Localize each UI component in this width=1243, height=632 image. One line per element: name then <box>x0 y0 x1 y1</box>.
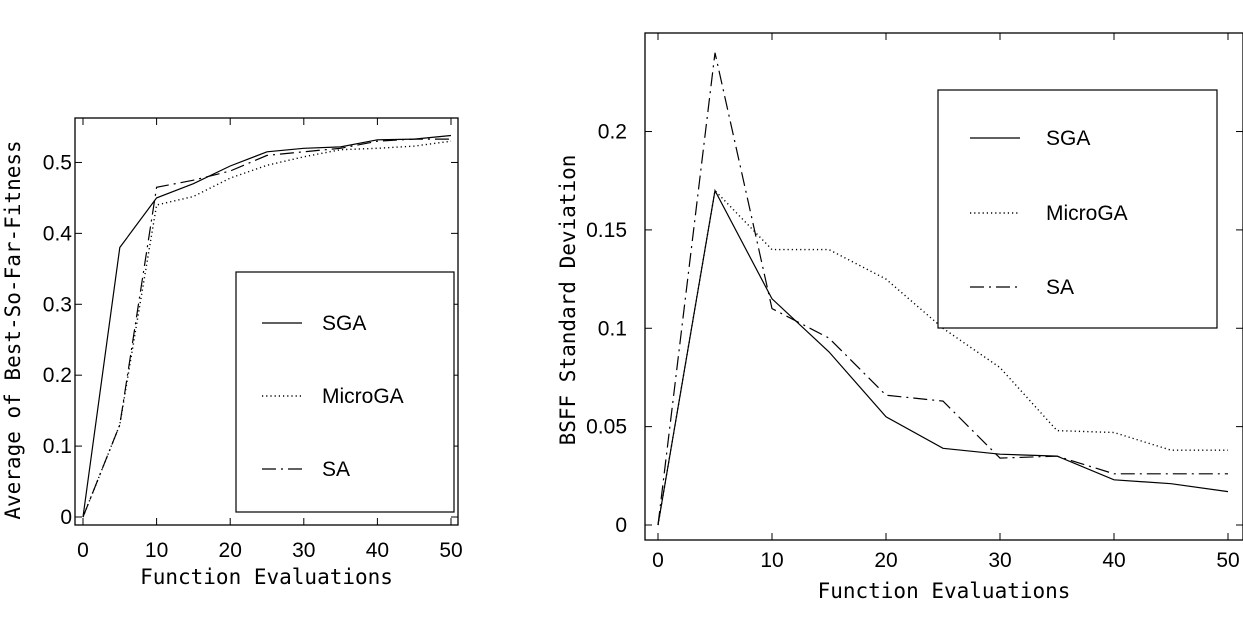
x-tick-label: 40 <box>366 539 389 562</box>
series-line-sa <box>657 52 1228 526</box>
y-tick-label: 0.3 <box>43 293 72 316</box>
legend-label-sa: SA <box>1046 276 1074 299</box>
x-tick-label: 20 <box>874 549 897 572</box>
legend-label-microga: MicroGA <box>1046 202 1128 225</box>
y-tick-label: 0.4 <box>43 222 73 245</box>
legend-box <box>235 271 455 513</box>
y-tick-label: 0 <box>615 514 627 537</box>
legend-label-microga: MicroGA <box>322 385 404 408</box>
legend-label-sga: SGA <box>322 312 366 335</box>
x-tick-label: 10 <box>760 549 783 572</box>
x-tick-label: 30 <box>292 539 315 562</box>
x-tick-label: 0 <box>77 539 89 562</box>
y-tick-label: 0.2 <box>43 364 72 387</box>
x-tick-label: 50 <box>1216 549 1239 572</box>
plot-frame <box>644 32 1243 541</box>
legend-label-sga: SGA <box>1046 127 1090 150</box>
x-axis-label: Function Evaluations <box>140 565 393 589</box>
x-axis-label: Function Evaluations <box>818 579 1071 603</box>
y-tick-label: 0 <box>60 506 72 529</box>
x-tick-label: 40 <box>1102 549 1125 572</box>
y-axis-label: BSFF Standard Deviation <box>556 155 580 446</box>
series-line-sa <box>82 138 451 518</box>
y-tick-label: 0.1 <box>43 435 72 458</box>
fitness-chart: 0 10 20 30 40 50 0 0.1 0.2 0.3 0.4 0.5 Function Eval… <box>1 117 463 589</box>
series-line-sga <box>82 134 452 518</box>
series-line-sga <box>657 188 1229 526</box>
x-tick-label: 30 <box>988 549 1011 572</box>
y-tick-label: 0.15 <box>586 219 627 242</box>
x-tick-label: 50 <box>439 539 462 562</box>
x-tick-label: 10 <box>145 539 168 562</box>
series-line-microga <box>82 140 452 518</box>
x-tick-label: 0 <box>652 549 664 572</box>
y-tick-label: 0.05 <box>586 416 627 439</box>
y-tick-label: 0.5 <box>43 151 72 174</box>
legend-label-sa: SA <box>322 458 350 481</box>
x-tick-label: 20 <box>219 539 242 562</box>
y-axis-label: Average of Best-So-Far-Fitness <box>1 140 25 519</box>
std-dev-chart: 0 10 20 30 40 50 0 0.05 0.1 0.15 0.2 Function Evalu… <box>556 32 1243 603</box>
y-tick-label: 0.1 <box>598 317 627 340</box>
legend-box <box>937 89 1218 329</box>
plot-frame <box>74 117 459 526</box>
y-tick-label: 0.2 <box>598 121 627 144</box>
